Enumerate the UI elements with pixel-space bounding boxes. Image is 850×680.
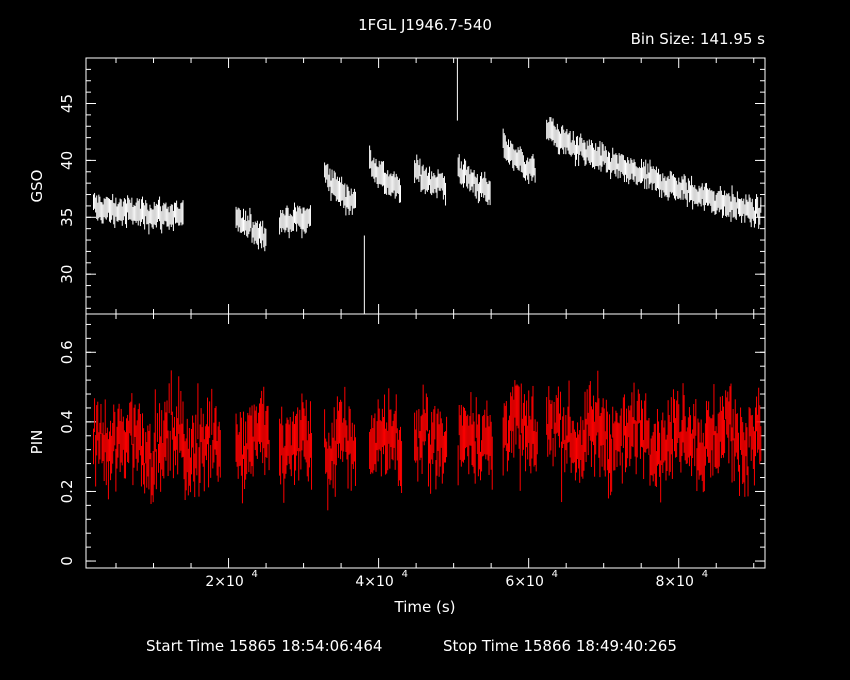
gso-series: [93, 58, 762, 314]
y-tick-label: 0.6: [58, 340, 76, 364]
pin-axis-ticks: 0 0.2 0.4 0.6 2×10 4 4×10 4 6×10 4 8×10 4: [58, 314, 765, 590]
x-tick-label: 4×10: [355, 574, 393, 590]
y-tick-label: 35: [58, 208, 76, 227]
gso-axis-ticks: 30 35 40 45: [58, 58, 765, 314]
y-tick-label: 0.4: [58, 410, 76, 434]
x-tick-label: 8×10: [655, 574, 693, 590]
x-tick-label: 6×10: [505, 574, 543, 590]
pin-axes-frame: [85, 313, 766, 569]
pin-series: [93, 370, 762, 511]
gso-axis-label: GSO: [28, 170, 46, 203]
y-tick-label: 30: [58, 265, 76, 284]
x-tick-exponent: 4: [402, 569, 408, 580]
start-time-label: Start Time 15865 18:54:06:464: [146, 637, 382, 655]
plot-title: 1FGL J1946.7-540: [358, 16, 492, 34]
time-axis-label: Time (s): [394, 598, 456, 616]
y-tick-label: 40: [58, 151, 76, 170]
y-tick-label: 0.2: [58, 480, 76, 504]
y-tick-label: 45: [58, 94, 76, 113]
stop-time-label: Stop Time 15866 18:49:40:265: [443, 637, 677, 655]
pin-axis-label: PIN: [28, 430, 46, 455]
x-tick-label: 2×10: [205, 574, 243, 590]
bin-size-label: Bin Size: 141.95 s: [631, 30, 766, 48]
y-tick-label: 0: [58, 556, 76, 566]
x-tick-exponent: 4: [252, 569, 258, 580]
x-tick-exponent: 4: [552, 569, 558, 580]
x-tick-exponent: 4: [702, 569, 708, 580]
